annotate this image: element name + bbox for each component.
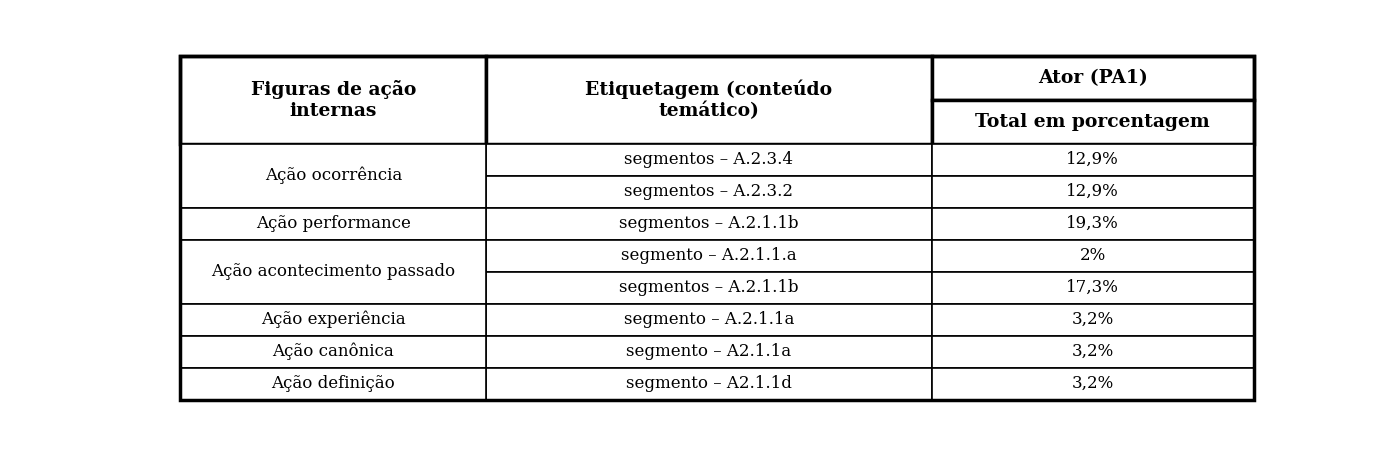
Text: 12,9%: 12,9% (1066, 183, 1119, 200)
Text: 3,2%: 3,2% (1072, 375, 1114, 392)
Text: segmento – A2.1.1a: segmento – A2.1.1a (627, 343, 792, 360)
Text: segmento – A.2.1.1.a: segmento – A.2.1.1.a (621, 247, 797, 264)
Bar (180, 239, 487, 304)
Text: segmento – A2.1.1d: segmento – A2.1.1d (625, 375, 792, 392)
Bar (487, 175, 932, 207)
Text: Etiquetagem (conteúdo
temático): Etiquetagem (conteúdo temático) (585, 79, 832, 120)
Text: Ação ocorrência: Ação ocorrência (264, 167, 402, 184)
Text: 3,2%: 3,2% (1072, 311, 1114, 328)
Text: Ator (PA1): Ator (PA1) (1038, 69, 1147, 87)
Bar (932, 143, 1254, 175)
Text: 3,2%: 3,2% (1072, 343, 1114, 360)
Bar (932, 56, 1254, 100)
Bar (180, 304, 487, 336)
Text: Ação canônica: Ação canônica (273, 343, 395, 360)
Text: Ação acontecimento passado: Ação acontecimento passado (211, 263, 455, 280)
Text: segmentos – A.2.1.1b: segmentos – A.2.1.1b (620, 279, 799, 296)
Text: Total em porcentagem: Total em porcentagem (975, 113, 1210, 131)
Text: 19,3%: 19,3% (1066, 215, 1119, 232)
Text: Ação experiência: Ação experiência (262, 311, 406, 328)
Bar (932, 272, 1254, 304)
Bar (932, 336, 1254, 368)
Text: segmento – A.2.1.1a: segmento – A.2.1.1a (624, 311, 795, 328)
Bar (932, 207, 1254, 239)
Bar (487, 207, 932, 239)
Bar (180, 143, 487, 207)
Bar (487, 272, 932, 304)
Bar (180, 207, 487, 239)
Bar (487, 56, 932, 143)
Bar (487, 143, 932, 175)
Bar (487, 304, 932, 336)
Text: segmentos – A.2.1.1b: segmentos – A.2.1.1b (620, 215, 799, 232)
Text: segmentos – A.2.3.2: segmentos – A.2.3.2 (624, 183, 793, 200)
Text: Figuras de ação
internas: Figuras de ação internas (250, 80, 416, 120)
Bar (487, 239, 932, 272)
Bar (932, 239, 1254, 272)
Bar (932, 100, 1254, 143)
Bar (180, 56, 487, 143)
Bar (932, 368, 1254, 400)
Bar (180, 336, 487, 368)
Text: Ação performance: Ação performance (256, 215, 411, 232)
Bar (487, 336, 932, 368)
Text: 2%: 2% (1080, 247, 1105, 264)
Text: Ação definição: Ação definição (271, 375, 395, 392)
Bar (932, 175, 1254, 207)
Bar (932, 304, 1254, 336)
Bar (487, 368, 932, 400)
Bar (180, 368, 487, 400)
Text: segmentos – A.2.3.4: segmentos – A.2.3.4 (624, 151, 793, 168)
Text: 12,9%: 12,9% (1066, 151, 1119, 168)
Text: 17,3%: 17,3% (1066, 279, 1119, 296)
